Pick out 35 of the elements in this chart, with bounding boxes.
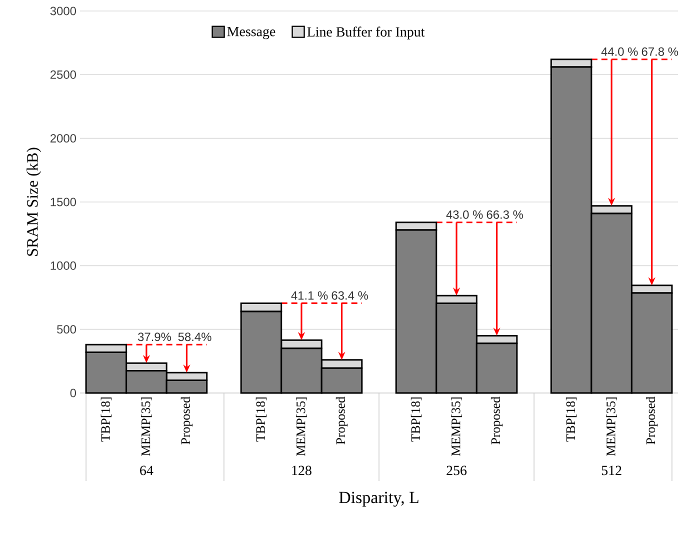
text: 128 xyxy=(292,466,312,476)
x-tick-label: TBP[18] xyxy=(100,397,112,442)
x-tick-label: TBP[18] xyxy=(256,397,267,442)
text: 64 xyxy=(140,466,154,476)
x-tick-label: Proposed xyxy=(180,396,193,444)
annotation: 37.9% xyxy=(138,332,172,342)
legend-label: Message xyxy=(227,26,276,40)
y-tick-label: 2500 xyxy=(50,70,76,79)
text: 256 xyxy=(446,466,467,476)
annotation: 67.8 % xyxy=(642,47,678,56)
x-tick-label: Proposed xyxy=(646,396,658,444)
annotation: 44.0 % xyxy=(601,47,638,56)
x-tick-label: MEMP[35] xyxy=(296,397,307,456)
x-tick-label: MEMP[35] xyxy=(451,397,462,456)
y-tick-label: 1000 xyxy=(50,261,76,270)
x-tick-label: MEMP[35] xyxy=(141,397,152,456)
annotation: 58.4% xyxy=(178,332,212,342)
y-tick-label: 3000 xyxy=(50,6,76,16)
y-axis-title: SRAM Size (kB) xyxy=(26,148,42,256)
y-tick-label: 500 xyxy=(57,325,76,334)
annotation: 66.3 % xyxy=(486,210,524,219)
x-tick-label: TBP[18] xyxy=(410,397,422,442)
x-tick-label: TBP[18] xyxy=(566,397,577,442)
x-tick-label: Proposed xyxy=(490,396,503,444)
y-tick-label: 0 xyxy=(70,388,76,398)
y-tick-label: 2000 xyxy=(50,134,76,143)
annotation: 43.0 % xyxy=(446,210,483,219)
legend-label: Line Buffer for Input xyxy=(307,26,425,40)
y-tick-label: 1500 xyxy=(50,198,76,206)
annotation: 63.4 % xyxy=(332,291,368,300)
annotation: 41.1 % xyxy=(291,291,328,300)
x-axis-title: Disparity, L xyxy=(339,492,418,507)
x-tick-label: Proposed xyxy=(336,396,348,444)
text: 512 xyxy=(602,466,622,476)
x-tick-label: MEMP[35] xyxy=(606,397,617,456)
